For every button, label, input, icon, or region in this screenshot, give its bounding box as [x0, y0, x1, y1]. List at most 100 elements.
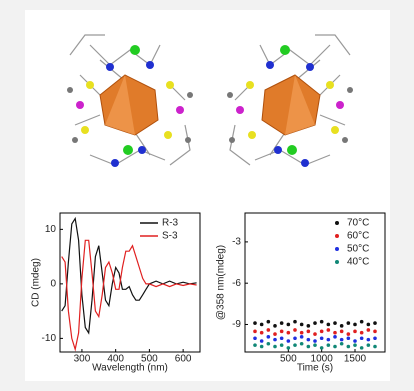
data-point	[347, 345, 351, 349]
data-point	[333, 345, 337, 349]
data-point	[300, 342, 304, 346]
data-point	[373, 345, 377, 349]
data-point	[287, 331, 291, 335]
data-point	[253, 343, 257, 347]
data-point	[360, 331, 364, 335]
data-point	[340, 342, 344, 346]
data-point	[320, 320, 324, 324]
data-point	[353, 339, 357, 343]
data-point	[367, 338, 371, 342]
data-point	[373, 321, 377, 325]
data-point	[260, 339, 264, 343]
data-point	[273, 324, 277, 328]
data-point	[293, 336, 297, 340]
data-point	[360, 346, 364, 350]
data-point	[340, 324, 344, 328]
legend-label: 50°C	[347, 244, 369, 255]
data-point	[280, 343, 284, 347]
data-point	[327, 343, 331, 347]
data-point	[333, 335, 337, 339]
legend-swatch	[335, 247, 339, 251]
data-point	[307, 338, 311, 342]
figure: 300400500600-10010Wavelength (nm)CD (mde…	[0, 0, 414, 391]
data-point	[340, 330, 344, 334]
data-point	[307, 324, 311, 328]
data-point	[293, 320, 297, 324]
data-point	[307, 330, 311, 334]
data-point	[300, 323, 304, 327]
data-point	[347, 321, 351, 325]
data-point	[360, 320, 364, 324]
data-point	[360, 336, 364, 340]
page: {"chart_data": [ {"type": "line", "x": […	[0, 0, 414, 391]
data-point	[373, 336, 377, 340]
data-point	[253, 336, 257, 340]
data-point	[267, 342, 271, 346]
legend-label: R-3	[162, 218, 179, 229]
data-point	[327, 328, 331, 332]
data-point	[320, 336, 324, 340]
x-axis-label: Wavelength (nm)	[92, 363, 168, 374]
data-point	[267, 328, 271, 332]
data-point	[300, 335, 304, 339]
data-point	[347, 332, 351, 336]
legend-label: 70°C	[347, 218, 369, 229]
data-point	[280, 321, 284, 325]
x-tick-label: 300	[74, 354, 91, 365]
data-point	[307, 345, 311, 349]
data-point	[333, 321, 337, 325]
data-point	[293, 328, 297, 332]
data-point	[273, 338, 277, 342]
data-point	[253, 330, 257, 334]
x-tick-label: 500	[280, 354, 297, 365]
data-point	[267, 320, 271, 324]
y-tick-label: -10	[42, 333, 57, 344]
data-point	[327, 323, 331, 327]
legend-label: 40°C	[347, 257, 369, 268]
data-point	[313, 332, 317, 336]
y-axis-label: CD (mdeg)	[31, 258, 42, 307]
x-tick-label: 600	[175, 354, 192, 365]
data-point	[367, 343, 371, 347]
data-point	[320, 330, 324, 334]
y-tick-label: 0	[50, 279, 56, 290]
data-point	[320, 346, 324, 350]
legend-swatch	[335, 221, 339, 225]
data-point	[267, 335, 271, 339]
data-point	[367, 323, 371, 327]
y-tick-label: -9	[232, 319, 241, 330]
data-point	[333, 331, 337, 335]
data-point	[253, 321, 257, 325]
y-axis-label: @358 nm(mdeg)	[216, 245, 227, 320]
panel	[25, 10, 390, 381]
data-point	[287, 339, 291, 343]
legend-swatch	[335, 234, 339, 238]
data-point	[273, 332, 277, 336]
x-tick-label: 1500	[344, 354, 367, 365]
data-point	[260, 345, 264, 349]
y-tick-label: -6	[232, 278, 241, 289]
y-tick-label: -3	[232, 237, 241, 248]
data-point	[293, 343, 297, 347]
data-point	[287, 323, 291, 327]
legend-label: 60°C	[347, 231, 369, 242]
data-point	[260, 323, 264, 327]
y-tick-label: 10	[45, 224, 57, 235]
data-point	[367, 328, 371, 332]
data-point	[300, 331, 304, 335]
data-point	[273, 345, 277, 349]
x-axis-label: Time (s)	[297, 363, 333, 374]
data-point	[313, 321, 317, 325]
data-point	[353, 343, 357, 347]
data-point	[260, 331, 264, 335]
data-point	[347, 336, 351, 340]
data-point	[353, 323, 357, 327]
data-point	[280, 330, 284, 334]
data-point	[340, 338, 344, 342]
data-point	[327, 338, 331, 342]
data-point	[373, 330, 377, 334]
legend-label: S-3	[162, 231, 178, 242]
data-point	[287, 346, 291, 350]
data-point	[313, 343, 317, 347]
legend-swatch	[335, 260, 339, 264]
